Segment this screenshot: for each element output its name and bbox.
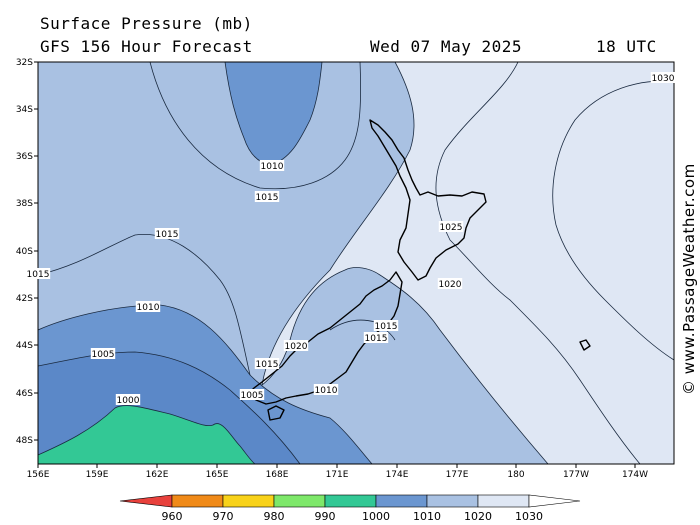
isobar-label-bg — [135, 301, 161, 312]
colorbar-swatch — [426, 494, 479, 508]
isobar-label: 1020 — [439, 280, 462, 290]
isobar-label-bg — [283, 340, 309, 351]
lat-label: 32S — [16, 58, 33, 68]
isobar-label-bg — [259, 160, 285, 171]
lon-label: 174E — [386, 470, 409, 480]
credit-text: © www.PassageWeather.com — [680, 163, 698, 395]
lon-label: 174W — [622, 470, 648, 480]
isobar-1000 — [38, 405, 256, 464]
lon-label: 165E — [206, 470, 229, 480]
colorbar-swatch — [222, 494, 275, 508]
isobar-label-bg — [25, 268, 51, 279]
isobar-label-bg — [90, 348, 116, 359]
isobar-1010-south — [38, 304, 373, 464]
lon-label: 171E — [326, 470, 349, 480]
colorbar-label: 990 — [315, 510, 336, 523]
stewart-island — [267, 405, 285, 421]
forecast-label: GFS 156 Hour Forecast — [40, 37, 253, 56]
lon-label: 156E — [27, 470, 50, 480]
isobar-label-bg — [239, 389, 265, 400]
isobar-labels: 1010 1015 1015 1015 1010 1005 1000 1015 1020 1005… — [25, 72, 676, 406]
map-frame — [37, 61, 675, 465]
isobar-label: 1010 — [137, 303, 160, 313]
colorbar-label: 980 — [264, 510, 285, 523]
colorbar-label: 1000 — [362, 510, 390, 523]
isobar-label-bg — [650, 72, 676, 83]
chatham-islands — [579, 339, 591, 351]
lat-label: 40S — [16, 247, 33, 257]
isobar-label: 1020 — [285, 342, 308, 352]
forecast-date: Wed 07 May 2025 — [370, 37, 522, 56]
isobar-label-bg — [363, 332, 389, 343]
isobar-label: 1015 — [27, 270, 50, 280]
lon-label: 177E — [446, 470, 469, 480]
isobar-label: 1025 — [440, 223, 463, 233]
north-island — [369, 119, 487, 281]
isobar-label: 1010 — [315, 386, 338, 396]
isobar-label: 1015 — [365, 334, 388, 344]
isobar-label: 1015 — [256, 193, 279, 203]
lat-label: 42S — [16, 294, 33, 304]
lon-label: 177W — [563, 470, 589, 480]
isobar-label-bg — [154, 228, 180, 239]
isobar-label-bg — [254, 358, 280, 369]
colorbar-cap-high — [528, 494, 581, 508]
isobar-label-bg — [437, 278, 463, 289]
isobar-label-bg — [373, 320, 399, 331]
colorbar-swatch — [324, 494, 377, 508]
lat-label: 38S — [16, 199, 33, 209]
chart-title: Surface Pressure (mb) — [40, 14, 253, 33]
pressure-colorbar: 960 970 980 990 1000 1010 1020 1030 — [119, 494, 581, 523]
isobar-label-bg — [115, 394, 141, 405]
colorbar-swatch — [375, 494, 428, 508]
isobar-label: 1030 — [652, 74, 675, 84]
colorbar-label: 960 — [162, 510, 183, 523]
forecast-time: 18 UTC — [596, 37, 657, 56]
colorbar-label: 1010 — [413, 510, 441, 523]
isobar-label: 1005 — [92, 350, 115, 360]
isobar-1030 — [552, 80, 674, 361]
lon-label: 162E — [146, 470, 169, 480]
latitude-axis: 32S 34S 36S 38S 40S 42S 44S 46S 48S — [16, 58, 38, 446]
colorbar-label: 970 — [213, 510, 234, 523]
isobar-1005 — [38, 351, 301, 464]
isobar-1015-north — [149, 62, 362, 190]
lon-label: 180 — [507, 470, 524, 480]
isobar-label: 1015 — [156, 230, 179, 240]
pressure-bands — [38, 62, 674, 464]
isobar-1015-west — [38, 233, 251, 376]
isobar-label: 1010 — [261, 162, 284, 172]
isobar-1020-west — [261, 62, 415, 386]
isobar-label: 1015 — [256, 360, 279, 370]
lat-label: 36S — [16, 152, 33, 162]
isobar-label: 1005 — [241, 391, 264, 401]
isobar-label-bg — [313, 384, 339, 395]
colorbar-label: 1030 — [515, 510, 543, 523]
lat-label: 48S — [16, 436, 33, 446]
colorbar-swatch — [273, 494, 326, 508]
lat-label: 46S — [16, 389, 33, 399]
isobar-lines — [38, 62, 674, 464]
isobar-1025 — [435, 62, 641, 464]
colorbar-swatch — [477, 494, 530, 508]
band-1020-high — [262, 62, 674, 464]
isobar-label-bg — [438, 221, 464, 232]
isobar-label-bg — [254, 191, 280, 202]
isobar-label: 1000 — [117, 396, 140, 406]
lat-label: 44S — [16, 341, 33, 351]
colorbar-swatch — [171, 494, 224, 508]
colorbar-label: 1020 — [464, 510, 492, 523]
lon-label: 168E — [266, 470, 289, 480]
band-1000-1005 — [38, 405, 255, 464]
band-1010-north-low — [225, 62, 322, 165]
isobar-label: 1015 — [375, 322, 398, 332]
colorbar-cap-low — [119, 494, 173, 508]
lon-label: 159E — [86, 470, 109, 480]
lat-label: 34S — [16, 105, 33, 115]
longitude-axis: 156E 159E 162E 165E 168E 171E 174E 177E 180 177W 1… — [27, 464, 648, 480]
